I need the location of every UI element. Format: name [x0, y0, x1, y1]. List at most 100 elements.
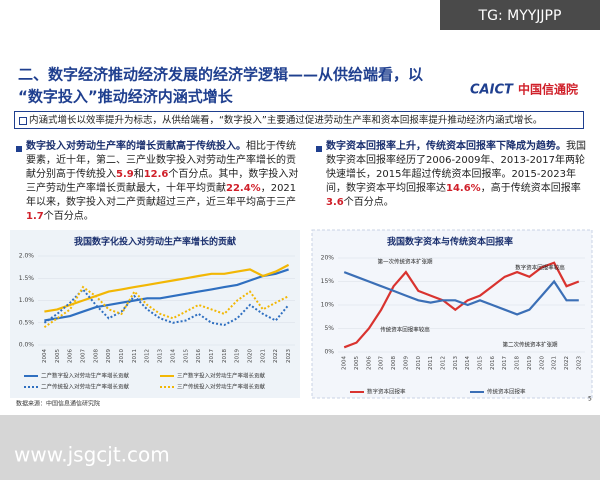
y-tick-label: 10% — [321, 302, 335, 309]
highlight-number: 5.9 — [116, 169, 134, 180]
x-tick-label: 2018 — [222, 349, 228, 363]
text-run: 个百分点。其中，数字投入对三产劳动生产率增长贡献最大，十年平均贡献 — [26, 169, 299, 194]
series-line — [44, 268, 289, 322]
series-line — [343, 261, 580, 349]
x-tick-label: 2015 — [478, 356, 484, 370]
x-tick-label: 2013 — [158, 349, 164, 363]
text-run: 个百分点。 — [343, 197, 394, 208]
bullet — [316, 146, 322, 152]
slide-title: “数字投入”推动经济内涵式增长 — [18, 88, 234, 106]
text-run: ，2021年以来，数字投入对二产贡献超过三产，近三年平均高于三产 — [26, 183, 297, 208]
legend-label: 传统资本回报率 — [487, 388, 526, 396]
x-tick-label: 2011 — [132, 349, 138, 363]
chart-title: 我国数字资本与传统资本回报率 — [387, 236, 513, 248]
chart-title: 我国数字化投入对劳动生产率增长的贡献 — [74, 236, 236, 248]
text-run: 和 — [133, 169, 144, 180]
paragraph: 数字资本回报率上升，传统资本回报率下降成为趋势。我国数字资本回报率经历了2006… — [326, 140, 592, 210]
watermark-box — [440, 0, 600, 30]
slide-title: 二、数字经济推动经济发展的经济学逻辑——从供给端看，以 — [18, 66, 423, 84]
x-tick-label: 2014 — [465, 356, 471, 370]
text-run: 我国数字资本回报率经历了2006-2009年、2013-2017年两轮快速增长，… — [326, 141, 586, 194]
paragraph: 数字投入对劳动生产率的增长贡献高于传统投入。相比于传统要素，近十年，第二、三产业… — [26, 140, 300, 224]
y-tick-label: 5% — [324, 325, 334, 332]
legend-label: 二产传统投入对劳动生产率增长贡献 — [41, 383, 130, 391]
x-tick-label: 2016 — [490, 356, 496, 370]
x-tick-label: 2010 — [119, 349, 125, 363]
x-tick-label: 2019 — [527, 356, 533, 370]
text-run: 个百分点。 — [43, 211, 94, 222]
x-tick-label: 2023 — [286, 349, 292, 363]
annotation: 数字资本回报率较高 — [515, 264, 565, 272]
legend-label: 二产数字投入对劳动生产率增长贡献 — [41, 372, 130, 380]
x-tick-label: 2005 — [354, 356, 360, 370]
y-tick-label: 15% — [321, 278, 335, 285]
series-line — [43, 287, 290, 327]
x-tick-label: 2013 — [453, 356, 459, 370]
y-tick-label: 1.5% — [19, 275, 35, 282]
logo: 中国信通院 — [518, 82, 578, 97]
x-tick-label: 2011 — [428, 356, 434, 370]
x-tick-label: 2006 — [68, 349, 74, 363]
bullet — [16, 146, 22, 152]
chart-panel — [311, 229, 593, 399]
highlight-number: 14.6% — [446, 183, 481, 194]
summary-box: 内涵式增长以效率提升为标志，从供给端看，“数字投入”主要通过促进劳动生产率和资本… — [14, 111, 584, 129]
x-tick-label: 2017 — [209, 349, 215, 363]
x-tick-label: 2004 — [342, 356, 348, 370]
x-tick-label: 2017 — [502, 356, 508, 370]
annotation: 第二次传统资本扩张期 — [502, 341, 558, 349]
x-tick-label: 2014 — [170, 349, 176, 363]
logo: CAICT — [470, 83, 514, 98]
x-tick-label: 2010 — [416, 356, 422, 370]
y-tick-label: 0.5% — [19, 319, 35, 326]
page-number: 5 — [588, 396, 592, 403]
text-run: ，高于传统资本回报率 — [480, 183, 581, 194]
legend-label: 数字资本回报率 — [367, 388, 406, 396]
y-tick-label: 20% — [321, 255, 335, 262]
highlight-number: 1.7 — [26, 211, 44, 222]
x-tick-label: 2004 — [42, 349, 48, 363]
legend-label: 三产数字投入对劳动生产率增长贡献 — [177, 372, 266, 380]
x-tick-label: 2020 — [248, 349, 254, 363]
series-line — [343, 271, 579, 316]
x-tick-label: 2009 — [403, 356, 409, 370]
x-tick-label: 2016 — [196, 349, 202, 363]
text-run: 相比于传统要素，近十年，第二、三产业数字投入对劳动生产率增长的贡献分别高于传统投… — [26, 141, 296, 180]
y-tick-label: 0.0% — [19, 342, 35, 349]
x-tick-label: 2022 — [564, 356, 570, 370]
x-tick-label: 2012 — [440, 356, 446, 370]
x-tick-label: 2018 — [515, 356, 521, 370]
legend-label: 三产传统投入对劳动生产率增长贡献 — [177, 383, 266, 391]
annotation: 第一次传统资本扩张期 — [377, 258, 433, 266]
x-tick-label: 2021 — [260, 349, 266, 363]
x-tick-label: 2009 — [106, 349, 112, 363]
x-tick-label: 2021 — [552, 356, 558, 370]
lead-sentence: 数字资本回报率上升，传统资本回报率下降成为趋势。 — [326, 141, 566, 152]
x-tick-label: 2007 — [379, 356, 385, 370]
x-tick-label: 2007 — [80, 349, 86, 363]
annotation: 传统资本回报率较高 — [380, 326, 430, 334]
lead-sentence: 数字投入对劳动生产率的增长贡献高于传统投入。 — [26, 141, 246, 152]
x-tick-label: 2008 — [93, 349, 99, 363]
x-tick-label: 2019 — [235, 349, 241, 363]
x-tick-label: 2022 — [273, 349, 279, 363]
highlight-number: 3.6 — [326, 197, 344, 208]
watermark: TG: MYYJJPP — [478, 8, 562, 24]
highlight-number: 12.6 — [143, 169, 169, 180]
x-tick-label: 2015 — [183, 349, 189, 363]
y-tick-label: 0% — [324, 349, 334, 356]
highlight-number: 22.4% — [226, 183, 261, 194]
site-watermark: www.jsgcjt.com — [14, 443, 170, 467]
series-line — [44, 263, 290, 313]
x-tick-label: 2020 — [539, 356, 545, 370]
source: 数据来源：中国信息通信研究院 — [16, 400, 100, 408]
x-tick-label: 2023 — [576, 356, 582, 370]
y-tick-label: 2.0% — [19, 253, 35, 260]
footer-band — [0, 415, 600, 480]
x-tick-label: 2005 — [55, 349, 61, 363]
x-tick-label: 2008 — [391, 356, 397, 370]
x-tick-label: 2006 — [366, 356, 372, 370]
x-tick-label: 2012 — [145, 349, 151, 363]
